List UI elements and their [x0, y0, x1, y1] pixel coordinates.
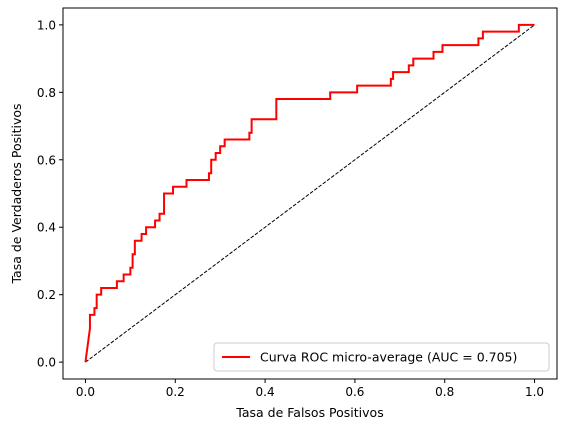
legend: Curva ROC micro-average (AUC = 0.705) — [213, 342, 550, 372]
y-axis-label: Tasa de Verdaderos Positivos — [9, 103, 24, 284]
roc-curve-line — [84, 23, 535, 363]
x-tick-label: 0.4 — [256, 385, 275, 399]
x-axis-label: Tasa de Falsos Positivos — [235, 405, 383, 420]
x-tick-label: 0.2 — [166, 385, 185, 399]
x-tick-label: 0.8 — [435, 385, 454, 399]
x-tick-label: 0.6 — [345, 385, 364, 399]
y-tick-label: 0.4 — [37, 221, 56, 235]
y-tick-label: 0.8 — [37, 86, 56, 100]
axes-layer: 0.0 0.2 0.4 0.6 0.8 1.0 0.0 0.2 0.4 0.6 0.8 1.0 — [37, 18, 544, 399]
y-tick-label: 0.6 — [37, 153, 56, 167]
chance-diagonal-line — [85, 24, 535, 363]
legend-box — [213, 342, 550, 372]
y-tick-label: 0.2 — [37, 288, 56, 302]
y-tick-label: 1.0 — [37, 18, 56, 32]
legend-label: Curva ROC micro-average (AUC = 0.705) — [260, 350, 517, 365]
plot-layer — [84, 23, 535, 363]
x-tick-label: 0.0 — [76, 385, 95, 399]
plot-frame — [62, 7, 558, 380]
x-tick-label: 1.0 — [525, 385, 544, 399]
y-tick-label: 0.0 — [37, 356, 56, 370]
